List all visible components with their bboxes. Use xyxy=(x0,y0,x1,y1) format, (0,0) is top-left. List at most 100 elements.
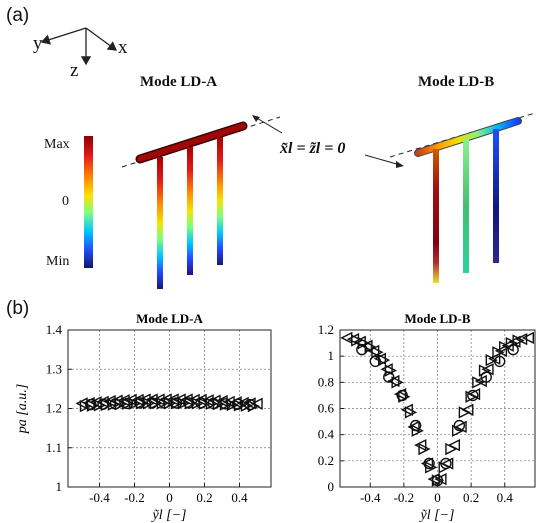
axis-y-letter: y xyxy=(33,33,43,54)
data-point-circle xyxy=(244,398,256,411)
data-point-circle xyxy=(480,371,492,383)
data-point-triangle-right xyxy=(411,424,424,437)
data-point-triangle-left xyxy=(414,439,427,452)
data-point-triangle-right xyxy=(458,406,471,419)
data-point-triangle-right xyxy=(233,399,247,412)
data-point-circle xyxy=(356,343,368,356)
y-tick-label: 1.1 xyxy=(46,440,62,455)
x-tick-label: 0 xyxy=(166,490,173,505)
x-tick-label: -0.2 xyxy=(394,490,415,505)
data-point-triangle-left xyxy=(420,457,434,470)
data-point-circle xyxy=(195,397,207,409)
data-point-triangle-right xyxy=(438,461,451,474)
data-point-circle xyxy=(183,397,195,409)
x-tick-label: 0 xyxy=(434,490,441,505)
data-point-circle xyxy=(369,355,382,368)
data-point-circle xyxy=(423,457,435,470)
data-point-circle xyxy=(158,397,170,409)
data-point-circle xyxy=(219,398,232,410)
data-point-triangle-right xyxy=(184,397,198,410)
data-point-triangle-right xyxy=(465,390,478,403)
x-tick-label: 0.2 xyxy=(196,490,212,505)
data-point-triangle-left xyxy=(407,420,420,433)
data-point-triangle-right xyxy=(364,340,377,354)
x-axis-label: ỹl [−] xyxy=(419,508,455,523)
y-tick-label: 1 xyxy=(328,348,335,363)
chart-mode-ld-a: -0.4 -0.2 0 0.2 0.4 1 1.1 1.2 1.3 1.4 Mode LD-A ỹl … xyxy=(15,311,272,523)
x-tick-label: 0.4 xyxy=(231,490,248,505)
data-point-circle xyxy=(493,355,506,368)
equation-label: x̃l = z̃l = 0 xyxy=(280,140,346,157)
data-point-circle xyxy=(134,397,146,409)
data-point-circle xyxy=(507,343,519,356)
colorbar-zero-label: 0 xyxy=(62,194,69,209)
data-point-triangle-right xyxy=(135,397,149,410)
axis-x-letter: x xyxy=(118,37,128,58)
mode-b-title: Mode LD-B xyxy=(418,74,495,90)
data-point-triangle-right xyxy=(472,376,485,389)
data-point-triangle-right xyxy=(86,399,100,412)
data-point-triangle-right xyxy=(451,424,465,437)
data-point-circle xyxy=(85,398,97,411)
y-tick-label: 0.8 xyxy=(318,374,334,389)
coordinate-axes-icon xyxy=(40,27,118,66)
x-tick-label: 0.2 xyxy=(463,490,479,505)
data-point-circle xyxy=(232,398,244,410)
data-point-circle xyxy=(467,389,479,402)
data-point-circle xyxy=(207,397,219,410)
data-point-triangle-right xyxy=(404,406,418,419)
y-tick-label: 1.2 xyxy=(318,322,334,337)
data-point-circle xyxy=(396,389,408,402)
data-point-circle xyxy=(109,398,121,410)
chart-mode-ld-b: -0.4 -0.2 0 0.2 0.4 0 0.2 0.4 0.6 0.8 1 1.2 Mode LD-… xyxy=(318,311,536,523)
data-point-triangle-right xyxy=(499,340,512,354)
mode-a-title: Mode LD-A xyxy=(140,74,218,90)
panel-b-label: (b) xyxy=(6,298,30,319)
data-point-triangle-right xyxy=(445,442,458,456)
chart-title: Mode LD-A xyxy=(136,311,203,326)
data-point-circle xyxy=(170,397,183,409)
colorbar-max-label: Max xyxy=(44,137,70,152)
charts-svg: -0.4 -0.2 0 0.2 0.4 1 1.1 1.2 1.3 1.4 Mode LD-A ỹl … xyxy=(15,311,536,523)
data-point-circle xyxy=(383,371,395,383)
data-point-triangle-right xyxy=(378,353,391,367)
data-point-circle xyxy=(431,474,444,487)
data-point-triangle-left xyxy=(400,403,413,416)
data-point-triangle-right xyxy=(418,442,431,456)
chart-title: Mode LD-B xyxy=(404,311,470,326)
panel-a-label: (a) xyxy=(6,5,30,26)
colorbar xyxy=(84,136,93,268)
data-point-triangle-right xyxy=(512,334,525,347)
data-point-circle xyxy=(440,457,452,470)
data-point-triangle-right xyxy=(398,390,411,403)
structure-illustrations xyxy=(121,112,536,289)
y-axis-label: pa [a.u.] xyxy=(15,384,30,434)
data-point-triangle-right xyxy=(391,376,404,389)
data-point-triangle-right xyxy=(492,346,505,359)
y-tick-label: 0.6 xyxy=(318,401,335,416)
y-tick-label: 1.2 xyxy=(46,401,62,416)
x-tick-label: 0.4 xyxy=(497,490,514,505)
data-point-circle xyxy=(97,398,109,410)
x-axis-label: ỹl [−] xyxy=(151,508,187,523)
y-tick-label: 1.3 xyxy=(46,361,62,376)
x-tick-label: -0.4 xyxy=(360,490,381,505)
data-point-circle xyxy=(453,419,466,432)
x-tick-label: -0.4 xyxy=(89,490,110,505)
data-point-triangle-left xyxy=(393,387,407,401)
y-tick-label: 0.4 xyxy=(318,427,335,442)
data-point-circle xyxy=(409,419,422,432)
colorbar-min-label: Min xyxy=(46,254,70,269)
x-tick-label: -0.2 xyxy=(124,490,145,505)
data-point-triangle-right xyxy=(351,334,364,347)
data-point-triangle-left xyxy=(521,331,534,344)
y-tick-label: 1.4 xyxy=(46,322,63,337)
axis-z-letter: z xyxy=(70,60,79,81)
y-tick-label: 1 xyxy=(56,479,63,494)
data-point-circle xyxy=(121,397,134,410)
data-point-triangle-right xyxy=(485,353,498,367)
y-tick-label: 0.2 xyxy=(318,453,334,468)
data-point-triangle-right xyxy=(371,346,384,359)
y-tick-label: 0 xyxy=(328,479,335,494)
data-point-circle xyxy=(146,397,158,409)
